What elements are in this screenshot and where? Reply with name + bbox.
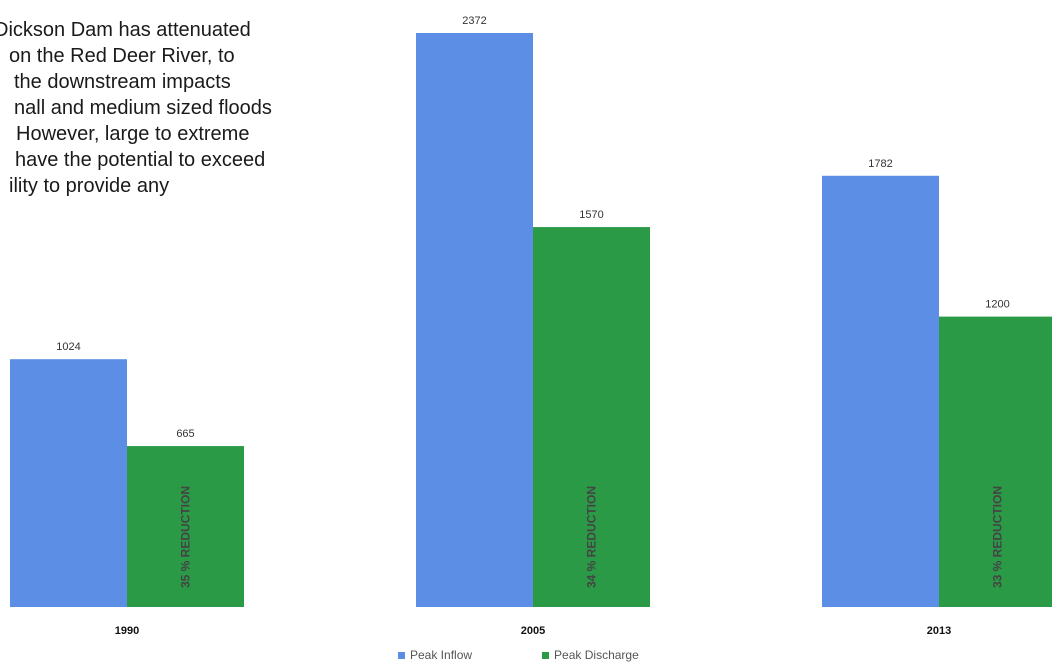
intro-line: have the potential to exceed [15,149,266,171]
bar-peak-inflow-2013 [822,175,939,607]
bar-peak-inflow-1990 [10,359,127,607]
legend: Peak Inflow Peak Discharge [398,648,639,662]
data-label-peak-discharge-2013: 1200 [985,299,1009,311]
intro-text: Dickson Dam has attenuated on the Red De… [0,17,394,199]
reduction-annotation-1990: 35 % REDUCTION [179,486,193,588]
intro-line: Dickson Dam has attenuated [0,19,251,41]
intro-line: However, large to extreme [16,123,250,145]
category-label-2005: 2005 [521,625,545,637]
data-label-peak-discharge-2005: 1570 [579,209,603,221]
bar-peak-discharge-1990 [127,446,244,607]
legend-label-peak-inflow: Peak Inflow [410,648,473,662]
intro-line: on the Red Deer River, to [9,45,235,67]
legend-swatch-peak-discharge [542,651,550,659]
intro-line: the downstream impacts [14,71,231,93]
legend-swatch-peak-inflow [398,651,405,659]
legend-label-peak-discharge: Peak Discharge [554,648,639,662]
category-label-1990: 1990 [115,625,139,637]
bar-peak-discharge-2005 [533,227,650,608]
intro-line: nall and medium sized floods [14,97,272,119]
data-label-peak-inflow-2013: 1782 [868,158,892,170]
intro-line: ility to provide any [9,175,170,197]
data-label-peak-discharge-1990: 665 [176,428,194,440]
data-label-peak-inflow-2005: 2372 [462,15,486,27]
bar-peak-discharge-2013 [939,316,1052,607]
data-label-peak-inflow-1990: 1024 [56,341,80,353]
legend-item-peak-inflow: Peak Inflow [398,648,472,662]
legend-item-peak-discharge: Peak Discharge [542,648,639,662]
reduction-annotation-2013: 33 % REDUCTION [991,486,1005,588]
category-label-2013: 2013 [927,625,951,637]
bar-peak-inflow-2005 [416,33,533,607]
reduction-annotation-2005: 34 % REDUCTION [585,486,599,588]
